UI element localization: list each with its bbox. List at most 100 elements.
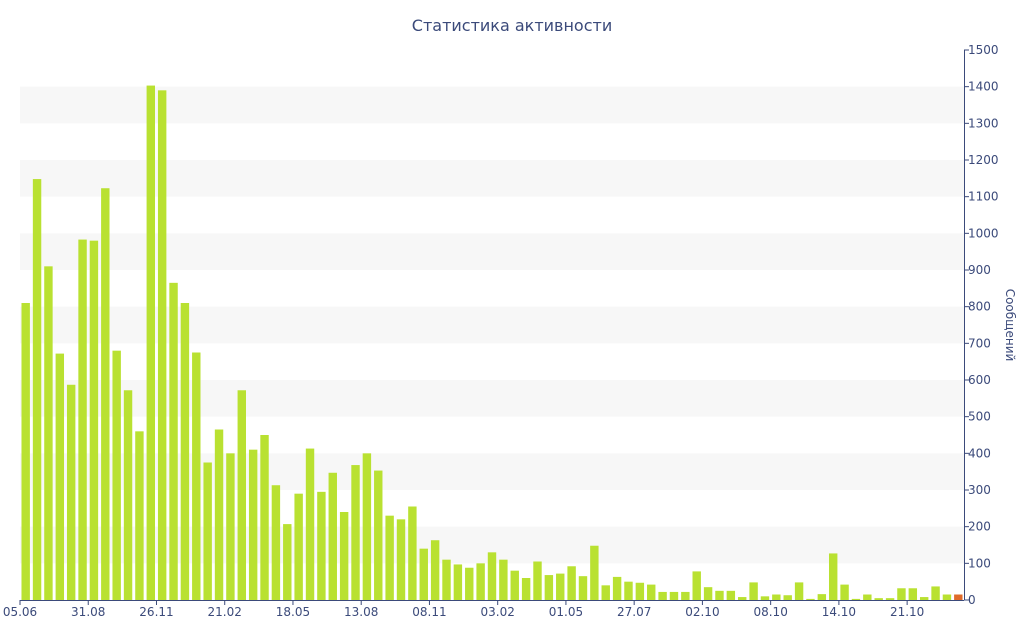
bar	[408, 506, 417, 600]
bar	[487, 552, 497, 600]
y-tick-label: 1300	[968, 116, 999, 130]
bar	[453, 564, 463, 600]
bar	[237, 390, 246, 600]
bar	[931, 586, 940, 600]
bar	[112, 350, 121, 600]
bar	[624, 581, 633, 600]
bar	[828, 553, 838, 600]
bar	[919, 597, 929, 600]
grid-band	[20, 86, 964, 124]
x-tick-label: 05.06	[3, 605, 37, 619]
bar	[203, 462, 212, 600]
bar	[806, 598, 815, 600]
bar	[89, 240, 99, 600]
bar	[703, 587, 713, 600]
x-ticks: 05.06 31.08 26.11 21.02 18.05 13.08 08.11 03.02…	[3, 600, 924, 619]
bar	[954, 594, 963, 600]
bar	[897, 588, 906, 600]
bar	[499, 559, 508, 600]
bar	[271, 485, 281, 600]
bar	[738, 597, 747, 600]
x-tick-label: 21.10	[890, 605, 924, 619]
bar	[248, 449, 258, 600]
bar	[521, 578, 531, 600]
bars-group	[21, 85, 963, 601]
bar	[339, 512, 349, 600]
grid-band	[20, 160, 964, 197]
x-tick-label: 18.05	[276, 605, 310, 619]
grid-band	[20, 233, 964, 270]
chart-title: Статистика активности	[412, 16, 612, 35]
bar	[328, 472, 337, 600]
bar	[66, 384, 76, 600]
bar	[772, 594, 781, 600]
bar	[44, 266, 53, 600]
bar	[567, 566, 576, 600]
x-tick-label: 31.08	[71, 605, 105, 619]
x-tick-label: 08.11	[412, 605, 446, 619]
bar	[317, 491, 326, 600]
bar	[658, 591, 667, 600]
x-tick-label: 26.11	[139, 605, 173, 619]
y-tick-label: 500	[968, 410, 991, 424]
x-tick-label: 01.05	[549, 605, 583, 619]
bar	[351, 465, 360, 600]
x-tick-label: 21.02	[208, 605, 242, 619]
bar	[180, 303, 190, 600]
bar	[78, 239, 87, 601]
bar	[544, 575, 554, 600]
bar	[669, 591, 679, 600]
bar	[214, 429, 224, 600]
x-tick-label: 02.10	[685, 605, 719, 619]
bar	[442, 559, 451, 600]
y-axis-label: Сообщений	[1003, 289, 1017, 362]
y-tick-label: 1400	[968, 80, 999, 94]
bar	[851, 598, 861, 600]
y-tick-label: 700	[968, 336, 991, 350]
bar	[715, 590, 724, 600]
bar	[465, 567, 474, 600]
bar	[533, 561, 542, 600]
bar	[374, 470, 383, 600]
y-tick-label: 200	[968, 520, 991, 534]
bar	[55, 353, 65, 600]
bar	[942, 594, 952, 600]
bar	[362, 453, 372, 600]
y-tick-label: 1200	[968, 153, 999, 167]
bar	[135, 431, 144, 600]
y-tick-label: 100	[968, 556, 991, 570]
bar	[430, 540, 440, 600]
bar	[783, 595, 792, 600]
grid-bands	[20, 86, 964, 564]
x-tick-label: 08.10	[753, 605, 787, 619]
bar	[101, 188, 110, 600]
bar	[794, 582, 804, 600]
y-tick-label: 900	[968, 263, 991, 277]
y-tick-label: 1000	[968, 226, 999, 240]
y-tick-label: 0	[968, 593, 976, 607]
bar	[283, 524, 292, 600]
bar	[749, 582, 758, 600]
bar	[601, 585, 610, 600]
y-tick-label: 1100	[968, 190, 999, 204]
bar	[726, 590, 736, 600]
bar	[635, 582, 645, 600]
x-tick-label: 27.07	[617, 605, 651, 619]
bar	[146, 85, 156, 601]
bar	[396, 519, 406, 600]
bar	[692, 571, 701, 600]
bar	[612, 576, 622, 600]
bar	[681, 591, 690, 600]
bar	[556, 573, 565, 600]
bar	[419, 548, 428, 600]
bar	[908, 588, 918, 600]
bar	[294, 493, 303, 600]
x-tick-label: 14.10	[822, 605, 856, 619]
bar	[510, 570, 519, 600]
bar	[476, 563, 485, 600]
bar	[123, 390, 133, 600]
bar	[885, 598, 895, 600]
bar	[192, 352, 201, 600]
axes-group	[20, 50, 965, 601]
